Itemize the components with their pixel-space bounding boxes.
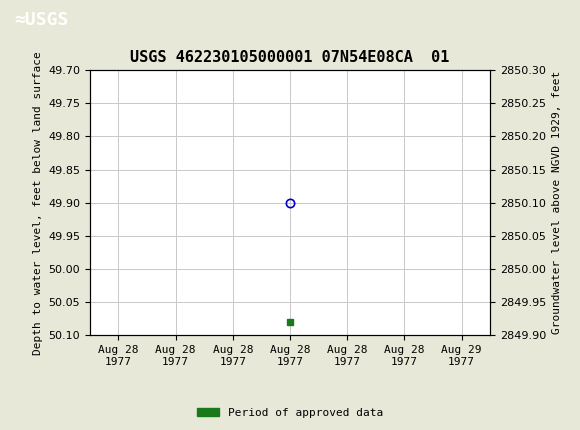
Y-axis label: Depth to water level, feet below land surface: Depth to water level, feet below land su… [32,51,42,355]
Legend: Period of approved data: Period of approved data [193,403,387,422]
Text: ≈USGS: ≈USGS [14,11,69,29]
Title: USGS 462230105000001 07N54E08CA  01: USGS 462230105000001 07N54E08CA 01 [130,50,450,65]
Y-axis label: Groundwater level above NGVD 1929, feet: Groundwater level above NGVD 1929, feet [552,71,561,335]
